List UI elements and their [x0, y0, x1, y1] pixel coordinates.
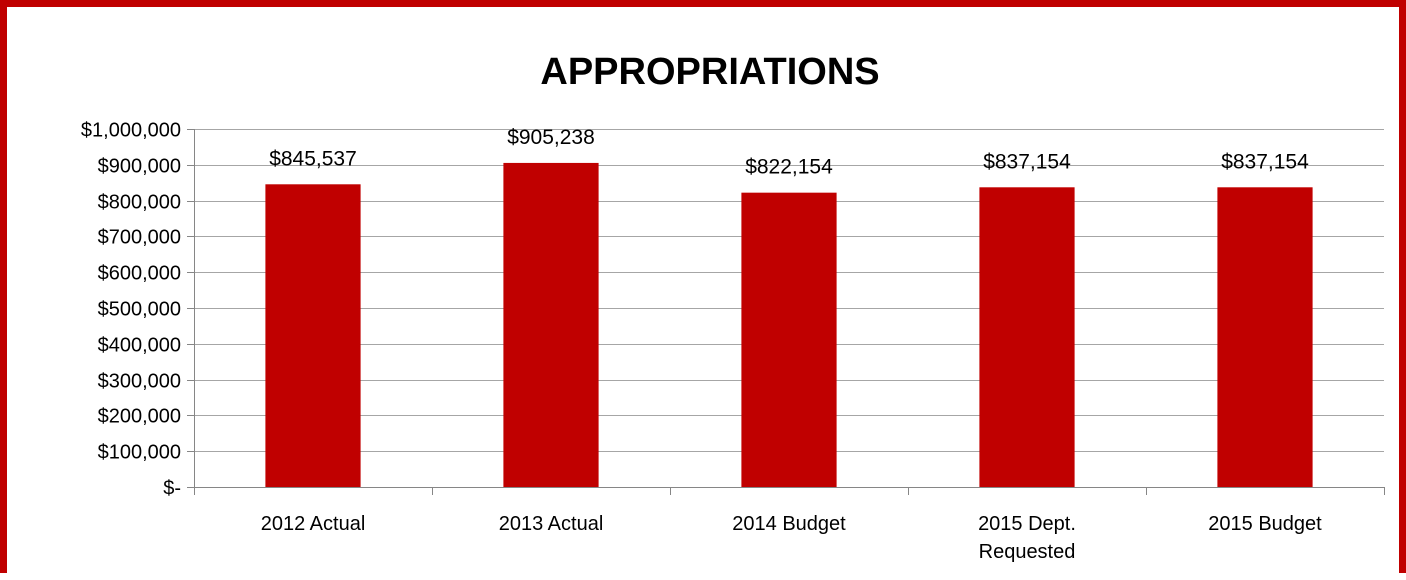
x-category-label: 2014 Budget — [732, 513, 846, 535]
y-tick-label: $1,000,000 — [81, 120, 181, 142]
x-category-label: Requested — [979, 541, 1076, 563]
y-tick-label: $900,000 — [98, 156, 181, 178]
y-tick-label: $600,000 — [98, 263, 181, 285]
bar — [1217, 187, 1312, 487]
data-label: $837,154 — [1221, 150, 1309, 173]
data-label: $905,238 — [507, 126, 595, 149]
bar — [265, 184, 360, 487]
bar-chart: APPROPRIATIONS $- $100,000 $200,000 $300,00… — [7, 7, 1406, 580]
x-category-label: 2015 Budget — [1208, 513, 1322, 535]
bars — [265, 163, 1312, 487]
data-label: $845,537 — [269, 147, 357, 170]
y-tick-label: $400,000 — [98, 335, 181, 357]
x-category-label: 2013 Actual — [499, 513, 604, 535]
x-category-label: 2015 Dept. — [978, 513, 1076, 535]
y-tick-label: $300,000 — [98, 371, 181, 393]
data-label: $822,154 — [745, 156, 833, 179]
y-tick-label: $- — [163, 478, 181, 500]
y-tick-label: $200,000 — [98, 406, 181, 428]
y-tick-label: $100,000 — [98, 442, 181, 464]
bar — [741, 193, 836, 487]
data-label: $837,154 — [983, 150, 1071, 173]
chart-title: APPROPRIATIONS — [540, 51, 879, 93]
y-axis-tick-labels: $- $100,000 $200,000 $300,000 $400,000 $500,0… — [81, 120, 181, 500]
y-tick-label: $700,000 — [98, 227, 181, 249]
data-labels: $845,537 $905,238 $822,154 $837,154 $837,154 — [269, 126, 1309, 179]
y-tick-label: $500,000 — [98, 299, 181, 321]
y-tick-label: $800,000 — [98, 192, 181, 214]
bar — [979, 187, 1074, 487]
x-axis-category-labels: 2012 Actual 2013 Actual 2014 Budget 2015 De… — [261, 513, 1322, 563]
bar — [503, 163, 598, 487]
x-category-label: 2012 Actual — [261, 513, 366, 535]
